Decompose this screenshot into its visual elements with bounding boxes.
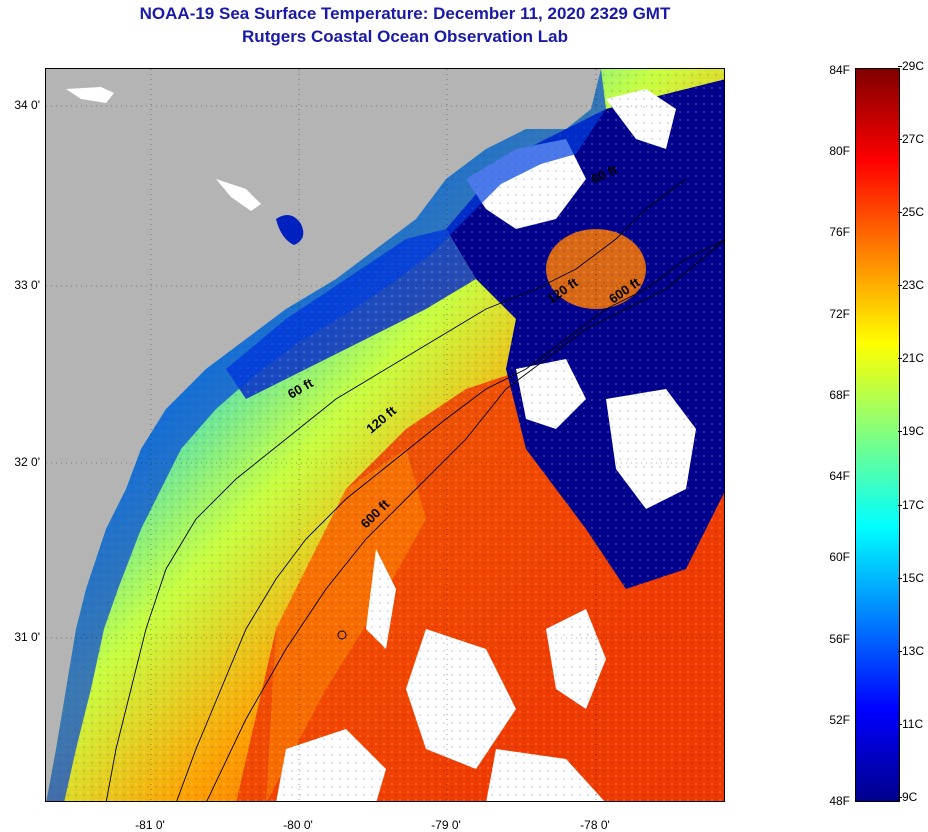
latitude-label: 33 0'	[14, 278, 40, 292]
colorbar-f-label: 60F	[829, 550, 850, 565]
sst-map: 60 ft 120 ft 600 ft 120 ft 600 ft 60 ft	[45, 68, 725, 802]
colorbar-c-label: 11C	[902, 716, 924, 731]
map-subtitle: Rutgers Coastal Ocean Observation Lab	[242, 27, 568, 46]
colorbar-f-label: 68F	[829, 387, 850, 402]
longitude-label: -80 0'	[283, 818, 313, 832]
sst-map-canvas: 60 ft 120 ft 600 ft 120 ft 600 ft 60 ft	[46, 69, 724, 801]
colorbar-f-label: 56F	[829, 631, 850, 646]
colorbar-tick	[898, 796, 902, 798]
colorbar-c-label: 13C	[902, 643, 925, 658]
colorbar-c-label: 25C	[902, 205, 925, 220]
land-mass	[46, 69, 601, 801]
colorbar-c-label: 15C	[902, 570, 925, 585]
station-marker	[337, 630, 347, 640]
isobath-contours	[105, 178, 724, 801]
colorbar-f-label: 52F	[829, 712, 850, 727]
inland-lake	[276, 215, 304, 245]
longitude-label: -81 0'	[135, 818, 165, 832]
latitude-label: 32 0'	[14, 455, 40, 469]
colorbar-tick	[898, 504, 902, 506]
colorbar-c-label: 27C	[902, 132, 925, 147]
latitude-label: 34 0'	[14, 98, 40, 112]
inland-cloud	[216, 179, 261, 211]
colorbar-c-label: 19C	[902, 424, 925, 439]
longitude-label: -78 0'	[580, 818, 610, 832]
colorbar-f-label: 72F	[829, 306, 850, 321]
colorbar-f-label: 80F	[829, 144, 850, 159]
coastal-band	[46, 69, 606, 801]
colorbar-c-label: 17C	[902, 497, 925, 512]
colorbar-tick	[898, 577, 902, 579]
latitude-label: 31 0'	[14, 630, 40, 644]
colorbar-c-label: 21C	[902, 351, 925, 366]
colorbar-f-label: 48F	[829, 794, 850, 808]
colorbar-tick	[898, 358, 902, 360]
colorbar-tick	[898, 723, 902, 725]
colorbar-c-label: 9C	[902, 789, 918, 804]
colorbar-f-label: 76F	[829, 225, 850, 240]
longitude-label: -79 0'	[431, 818, 461, 832]
colorbar-c-label: 29C	[902, 58, 925, 73]
colorbar-c-label: 23C	[902, 278, 925, 293]
colorbar-tick	[898, 139, 902, 141]
temperature-colorbar	[855, 68, 900, 802]
inland-cloud	[66, 87, 114, 103]
colorbar-f-label: 84F	[829, 63, 850, 77]
graticule	[46, 69, 724, 801]
colorbar-tick	[898, 650, 902, 652]
colorbar-tick	[898, 212, 902, 214]
colorbar-tick	[898, 65, 902, 67]
map-title: NOAA-19 Sea Surface Temperature: Decembe…	[139, 4, 671, 23]
colorbar-tick	[898, 285, 902, 287]
colorbar-f-label: 64F	[829, 469, 850, 484]
colorbar-tick	[898, 431, 902, 433]
